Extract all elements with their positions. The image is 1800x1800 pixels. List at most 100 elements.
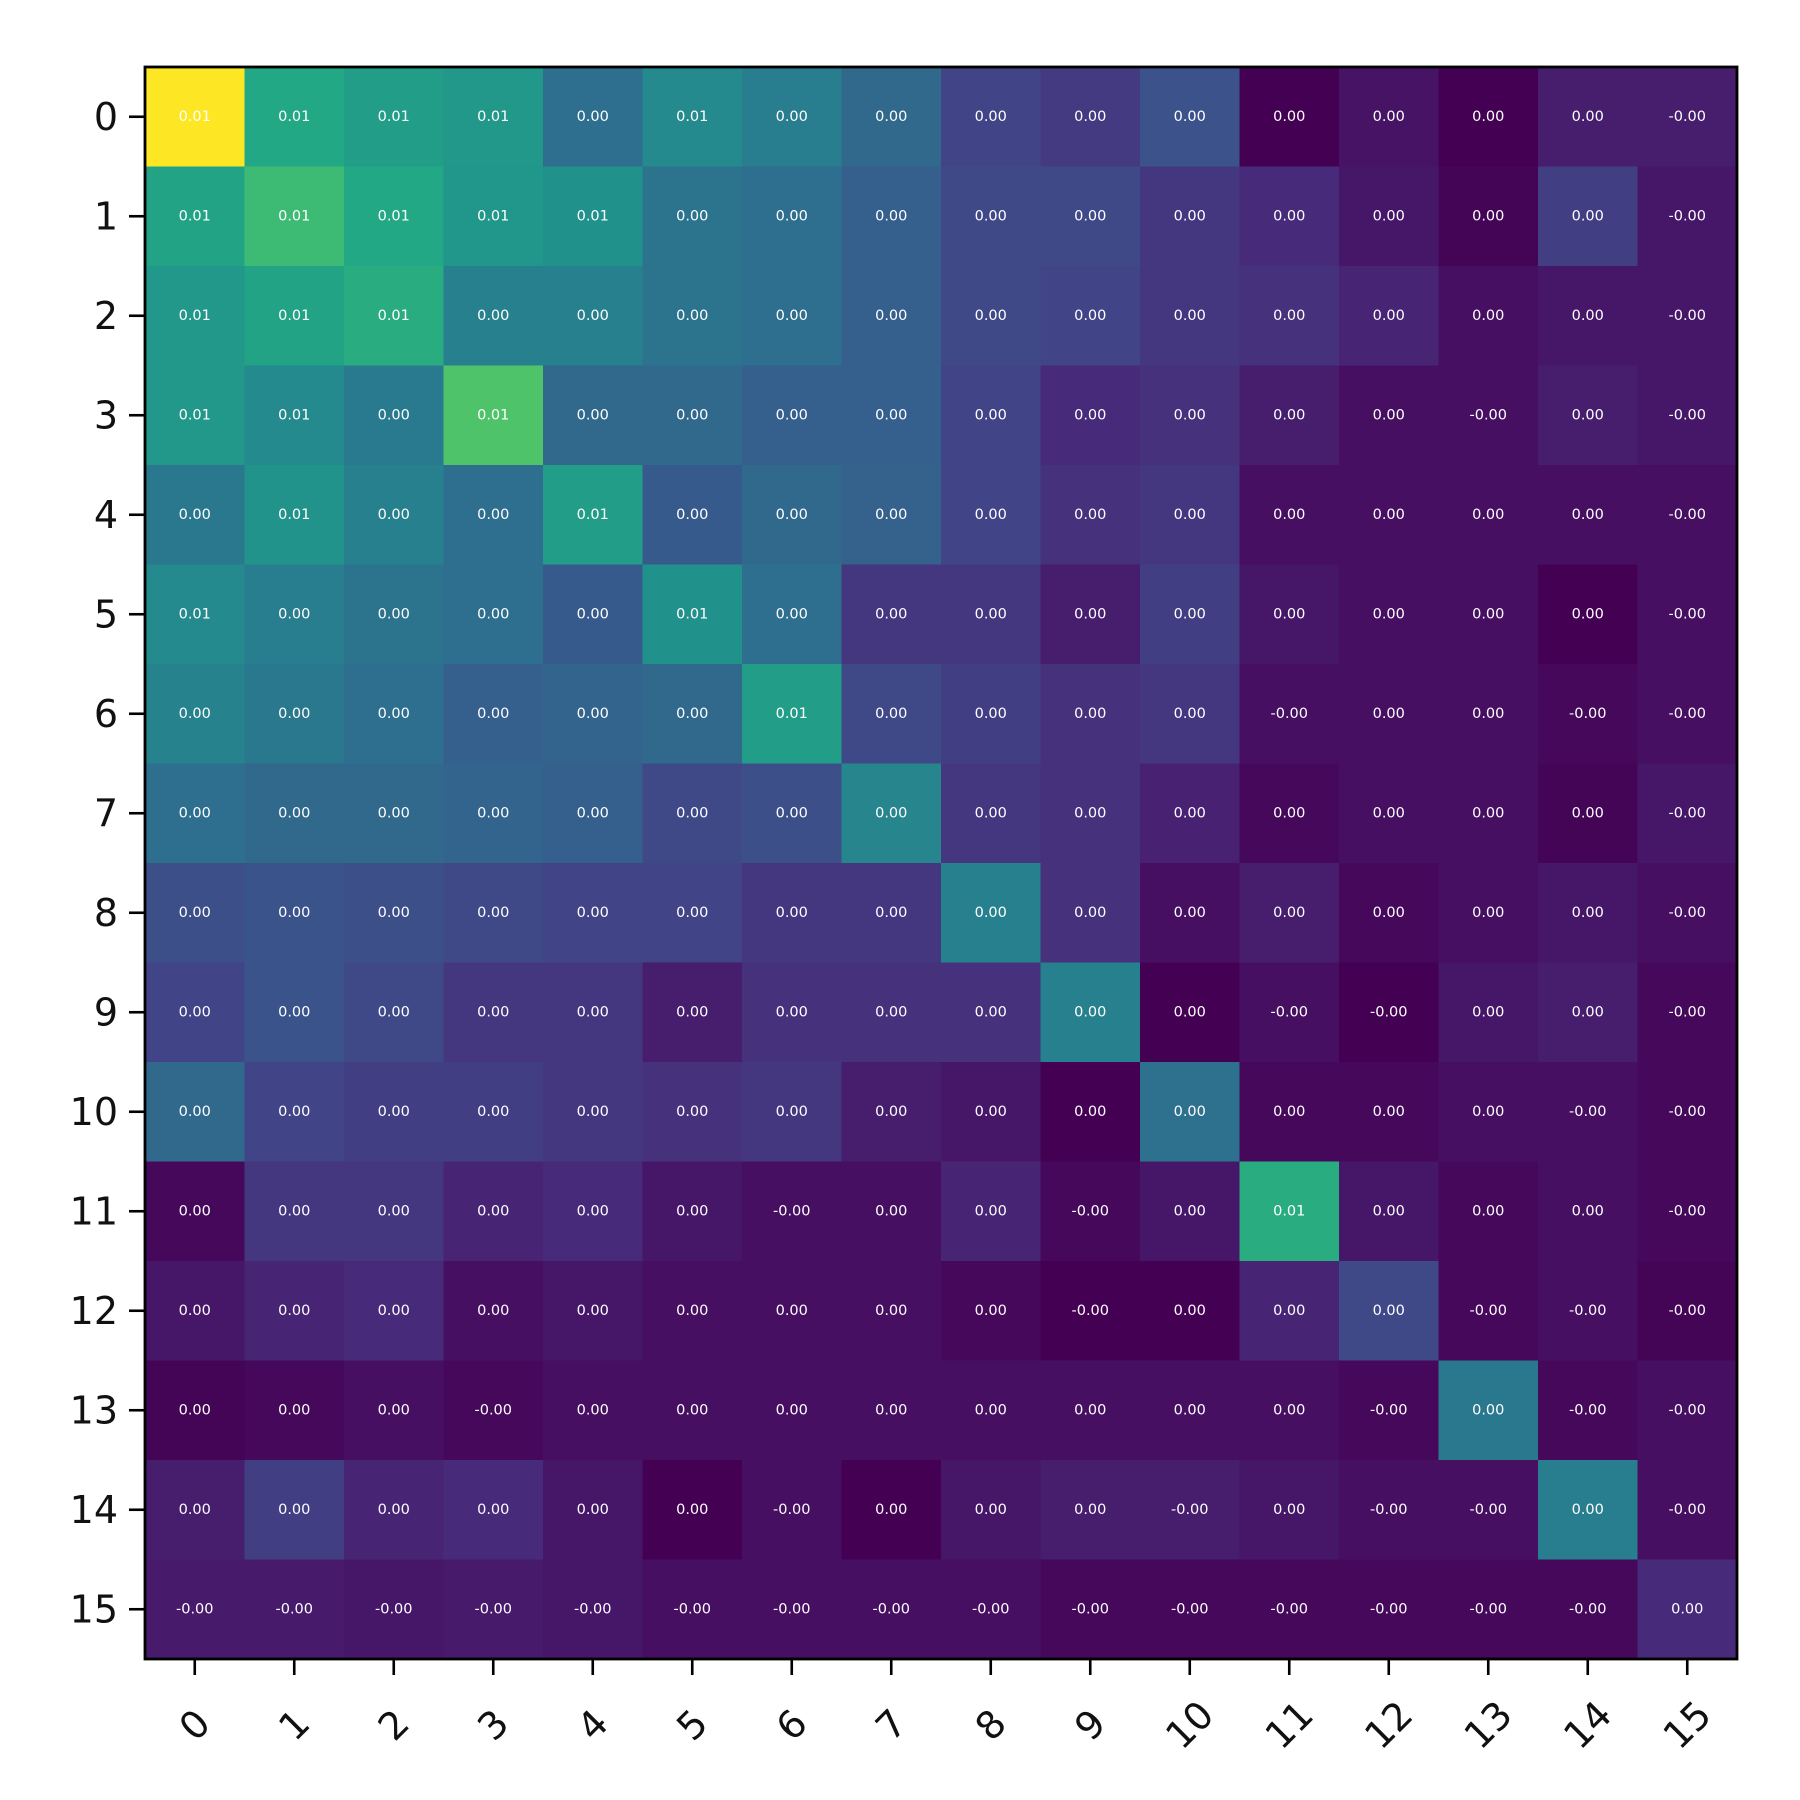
- heatmap-cell: [1538, 1460, 1639, 1561]
- cell-value-label: 0.00: [1572, 606, 1604, 622]
- heatmap-cell: [941, 365, 1042, 466]
- heatmap-cell: [443, 465, 544, 566]
- heatmap-cell: [742, 465, 843, 566]
- cell-value-label: 0.00: [1074, 1502, 1106, 1518]
- cell-value-label: 0.01: [179, 606, 211, 622]
- heatmap-cell: [1239, 1559, 1340, 1660]
- cell-value-label: 0.00: [577, 805, 609, 821]
- cell-value-label: 0.01: [278, 308, 310, 324]
- cell-value-label: 0.00: [676, 1303, 708, 1319]
- heatmap-cell: [1538, 1161, 1639, 1262]
- cell-value-label: 0.00: [676, 507, 708, 523]
- cell-value-label: 0.01: [278, 208, 310, 224]
- y-tick-label: 6: [94, 692, 118, 736]
- heatmap-cell: [841, 962, 942, 1063]
- cell-value-label: 0.01: [378, 208, 410, 224]
- heatmap-cell: [145, 863, 246, 964]
- heatmap-cell: [841, 1559, 942, 1660]
- heatmap-cell: [1538, 863, 1639, 964]
- heatmap-cell: [1438, 266, 1539, 367]
- cell-value-label: -0.00: [972, 1601, 1010, 1617]
- y-tick-label: 2: [94, 294, 118, 338]
- cell-value-label: 0.01: [577, 208, 609, 224]
- heatmap-cell: [742, 564, 843, 665]
- heatmap-cell: [1637, 1261, 1738, 1362]
- heatmap-cell: [543, 166, 644, 267]
- cell-value-label: 0.00: [378, 1402, 410, 1418]
- cell-value-label: 0.00: [1273, 1402, 1305, 1418]
- cell-value-label: 0.00: [278, 805, 310, 821]
- cell-value-label: 0.00: [1174, 109, 1206, 125]
- heatmap-cell: [1040, 763, 1141, 864]
- heatmap-cell: [543, 266, 644, 367]
- heatmap-cell: [244, 365, 345, 466]
- heatmap-cell: [742, 166, 843, 267]
- cell-value-label: 0.00: [975, 208, 1007, 224]
- cell-value-label: 0.01: [179, 109, 211, 125]
- heatmap-cell: [244, 1360, 345, 1461]
- cell-value-label: 0.00: [278, 606, 310, 622]
- cell-value-label: 0.00: [1472, 606, 1504, 622]
- heatmap-cell: [642, 465, 743, 566]
- heatmap-cell: [1339, 1062, 1440, 1163]
- cell-value-label: -0.00: [1668, 1203, 1706, 1219]
- heatmap-cell: [742, 1261, 843, 1362]
- cell-value-label: 0.00: [1472, 1402, 1504, 1418]
- y-tick-label: 3: [94, 393, 118, 437]
- cell-value-label: 0.00: [1074, 208, 1106, 224]
- cell-value-label: 0.00: [577, 606, 609, 622]
- cell-value-label: 0.00: [1472, 208, 1504, 224]
- heatmap-cell: [941, 1559, 1042, 1660]
- heatmap-cell: [443, 1062, 544, 1163]
- cell-value-label: -0.00: [1668, 507, 1706, 523]
- heatmap-cell: [742, 863, 843, 964]
- cell-value-label: -0.00: [1370, 1402, 1408, 1418]
- cell-value-label: 0.00: [577, 1104, 609, 1120]
- heatmap-cell: [1438, 1062, 1539, 1163]
- cell-value-label: -0.00: [773, 1203, 811, 1219]
- heatmap-cell: [742, 1460, 843, 1561]
- x-tick-label: 1: [270, 1701, 318, 1749]
- cell-value-label: 0.00: [1373, 109, 1405, 125]
- heatmap-cell: [543, 1062, 644, 1163]
- cell-value-label: 0.00: [1472, 1104, 1504, 1120]
- cell-value-label: 0.00: [676, 1502, 708, 1518]
- cell-value-label: -0.00: [1370, 1004, 1408, 1020]
- heatmap-cell: [344, 863, 445, 964]
- heatmap-cell: [244, 763, 345, 864]
- cell-value-label: 0.00: [776, 507, 808, 523]
- cell-value-label: -0.00: [474, 1601, 512, 1617]
- cell-value-label: 0.00: [1572, 1502, 1604, 1518]
- heatmap-cell: [941, 962, 1042, 1063]
- cell-value-label: 0.00: [875, 1004, 907, 1020]
- cell-value-label: 0.01: [179, 208, 211, 224]
- x-tick-label: 11: [1257, 1692, 1322, 1757]
- heatmap-cell: [344, 166, 445, 267]
- cell-value-label: 0.00: [1174, 905, 1206, 921]
- heatmap-cell: [145, 465, 246, 566]
- heatmap-cell: [941, 1062, 1042, 1163]
- cell-value-label: 0.01: [477, 407, 509, 423]
- heatmap-cell: [642, 962, 743, 1063]
- heatmap-cell: [1637, 1360, 1738, 1461]
- heatmap-cell: [742, 962, 843, 1063]
- cell-value-label: 0.00: [1273, 1104, 1305, 1120]
- cell-value-label: 0.01: [179, 407, 211, 423]
- heatmap-cell: [1140, 763, 1241, 864]
- y-tick-label: 0: [94, 95, 118, 139]
- cell-value-label: -0.00: [1171, 1502, 1209, 1518]
- cell-value-label: -0.00: [574, 1601, 612, 1617]
- cell-value-label: 0.00: [975, 706, 1007, 722]
- cell-value-label: 0.00: [1273, 1303, 1305, 1319]
- cell-value-label: -0.00: [474, 1402, 512, 1418]
- heatmap-cell: [941, 166, 1042, 267]
- cell-value-label: 0.00: [1373, 805, 1405, 821]
- cell-value-label: -0.00: [1668, 905, 1706, 921]
- cell-value-label: 0.00: [179, 1004, 211, 1020]
- cell-value-label: -0.00: [1668, 1402, 1706, 1418]
- cell-value-label: 0.00: [1373, 507, 1405, 523]
- cell-value-label: 0.00: [875, 1402, 907, 1418]
- cell-value-label: 0.00: [1373, 706, 1405, 722]
- x-axis: 0 1 2 3 4 5 6 7 8 9 10 11 12 13 14 15: [171, 1659, 1720, 1758]
- x-tick-label: 5: [668, 1701, 716, 1749]
